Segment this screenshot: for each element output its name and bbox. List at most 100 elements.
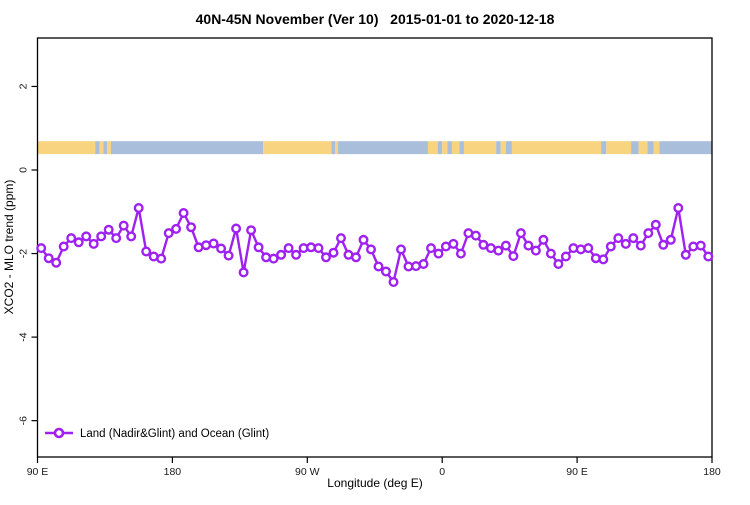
data-point: [381, 266, 392, 277]
data-point: [246, 225, 257, 236]
data-point: [553, 259, 564, 270]
band-segment-land: [263, 141, 332, 155]
data-point: [575, 244, 586, 255]
data-point: [156, 253, 167, 264]
chart-title: 40N-45N November (Ver 10) 2015-01-01 to …: [196, 11, 555, 27]
data-point: [291, 249, 302, 260]
data-point: [216, 243, 227, 254]
y-tick-label: 2: [18, 83, 30, 89]
band-segment-ocean: [459, 141, 464, 155]
legend-label: Land (Nadir&Glint) and Ocean (Glint): [80, 428, 269, 440]
x-tick-label: 90 E: [27, 466, 49, 478]
data-point: [628, 233, 639, 244]
x-tick-label: 90 W: [295, 466, 320, 478]
x-axis-label: Longitude (deg E): [327, 476, 422, 490]
band-segment-ocean: [659, 141, 712, 155]
data-point: [276, 249, 287, 260]
data-point: [73, 237, 84, 248]
data-point: [373, 261, 384, 272]
data-point: [88, 238, 99, 249]
data-point: [358, 234, 369, 245]
data-point: [695, 240, 706, 251]
legend-marker-icon: [53, 427, 65, 439]
data-point: [96, 231, 107, 242]
data-point: [530, 245, 541, 256]
data-point: [163, 228, 174, 239]
band-segment-land: [451, 141, 460, 155]
data-point: [81, 231, 92, 242]
band-segment-land: [606, 141, 632, 155]
data-point: [133, 202, 144, 213]
data-point: [635, 240, 646, 251]
band-segment-land: [638, 141, 648, 155]
data-point: [313, 243, 324, 254]
data-point: [658, 239, 669, 250]
band-segment-ocean: [95, 141, 100, 155]
data-point: [328, 247, 339, 258]
data-point: [283, 243, 294, 254]
data-point: [673, 202, 684, 213]
data-point: [613, 233, 624, 244]
data-point: [388, 277, 399, 288]
data-point: [455, 248, 466, 259]
y-tick-label: 0: [18, 167, 30, 173]
data-point: [538, 234, 549, 245]
data-point: [58, 241, 69, 252]
data-point: [418, 259, 429, 270]
band-segment-ocean: [505, 141, 512, 155]
data-point: [665, 234, 676, 245]
y-axis-label: XCO2 - MLO trend (ppm): [2, 180, 16, 315]
data-point: [43, 253, 54, 264]
x-tick-label: 0: [439, 466, 445, 478]
band-segment-land: [335, 141, 339, 155]
data-point: [178, 207, 189, 218]
x-tick-label: 90 E: [566, 466, 588, 478]
band-segment-ocean: [496, 141, 501, 155]
data-point: [126, 231, 137, 242]
data-point: [351, 252, 362, 263]
data-point: [336, 233, 347, 244]
data-point: [598, 254, 609, 265]
x-tick-label: 180: [164, 466, 182, 478]
band-segment-ocean: [103, 141, 108, 155]
data-point: [703, 251, 714, 262]
band-segment-ocean: [437, 141, 443, 155]
band-segment-land: [99, 141, 104, 155]
data-point: [396, 244, 407, 255]
band-segment-land: [442, 141, 448, 155]
legend: Land (Nadir&Glint) and Ocean (Glint): [45, 427, 269, 440]
data-point: [605, 241, 616, 252]
data-point: [208, 238, 219, 249]
data-point: [118, 220, 129, 231]
data-point: [253, 242, 264, 253]
data-point: [448, 238, 459, 249]
data-point: [141, 246, 152, 257]
data-point: [560, 251, 571, 262]
y-tick-label: -6: [18, 416, 30, 425]
data-point: [620, 238, 631, 249]
data-point: [103, 224, 114, 235]
data-point: [433, 248, 444, 259]
land-ocean-band: [37, 141, 712, 155]
data-point: [223, 250, 234, 261]
data-point: [51, 257, 62, 268]
data-point: [231, 223, 242, 234]
band-segment-land: [37, 141, 96, 155]
data-point: [238, 267, 249, 278]
data-point: [493, 245, 504, 256]
data-point: [426, 243, 437, 254]
data-point: [186, 222, 197, 233]
band-segment-ocean: [647, 141, 654, 155]
data-point: [321, 252, 332, 263]
band-segment-land: [511, 141, 602, 155]
data-point: [650, 219, 661, 230]
data-point: [680, 249, 691, 260]
data-point: [268, 253, 279, 264]
data-point: [508, 251, 519, 262]
band-segment-land: [653, 141, 660, 155]
band-segment-land: [500, 141, 506, 155]
data-point: [261, 252, 272, 263]
band-segment-ocean: [110, 141, 264, 155]
